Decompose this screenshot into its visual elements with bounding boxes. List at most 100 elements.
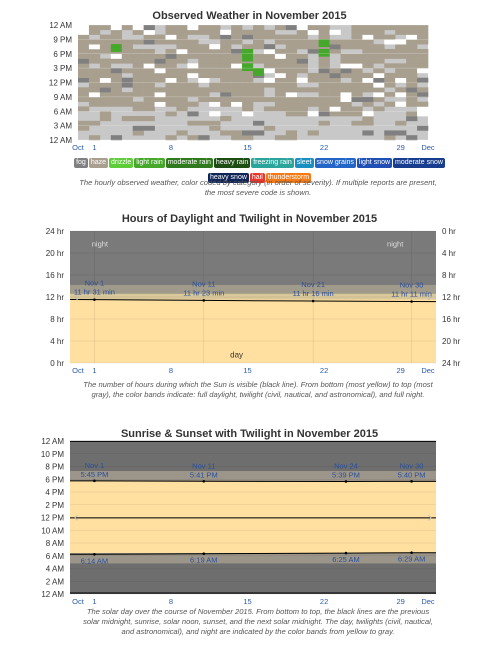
weather-legend: fog haze drizzle light rain moderate rain hea… xyxy=(70,154,450,184)
weather-cell xyxy=(154,87,166,93)
sun-x-tick-label: Oct xyxy=(72,597,85,606)
weather-cell xyxy=(340,92,352,98)
weather-cell xyxy=(154,34,166,40)
weather-cell xyxy=(373,68,385,74)
weather-cell xyxy=(231,87,243,93)
sunrise-line xyxy=(70,552,436,555)
weather-cell xyxy=(285,53,298,59)
weather-cell xyxy=(209,87,221,93)
weather-y-tick-label: 9 AM xyxy=(54,93,73,102)
weather-cell xyxy=(362,25,374,31)
weather-cell xyxy=(176,39,188,45)
weather-cell xyxy=(362,39,374,45)
weather-x-tick-label: Oct xyxy=(72,143,85,152)
weather-y-tick-label: 3 PM xyxy=(53,64,72,73)
weather-cell xyxy=(78,96,90,102)
weather-cell xyxy=(296,53,308,59)
weather-cell xyxy=(329,72,341,79)
weather-cell xyxy=(373,106,385,112)
weather-cell xyxy=(263,106,276,112)
weather-cell xyxy=(395,87,407,93)
weather-cell xyxy=(242,135,254,141)
weather-cell xyxy=(121,82,133,88)
weather-cell xyxy=(187,120,199,126)
weather-cell xyxy=(406,82,418,88)
weather-cell xyxy=(274,96,287,102)
weather-cell xyxy=(132,39,144,45)
weather-cell xyxy=(395,101,407,107)
weather-cell xyxy=(362,116,374,122)
weather-cell xyxy=(209,58,221,64)
sun-y-tick-label: 6 AM xyxy=(46,552,65,561)
daylight-x-tick-label: 15 xyxy=(243,366,251,375)
weather-cell xyxy=(99,92,112,98)
weather-cell xyxy=(274,34,287,40)
weather-cell xyxy=(121,96,133,102)
weather-cell xyxy=(406,68,418,74)
sun-y-tick-label: 8 PM xyxy=(45,463,64,472)
weather-cell xyxy=(296,106,308,112)
weather-cell xyxy=(274,25,287,31)
weather-cell xyxy=(143,25,155,31)
weather-cell xyxy=(318,111,330,117)
weather-cell xyxy=(99,58,112,64)
weather-cell xyxy=(296,111,308,117)
weather-cell xyxy=(209,96,221,102)
weather-cell xyxy=(220,92,232,98)
weather-cell xyxy=(99,44,112,50)
weather-cell xyxy=(99,101,112,107)
weather-cell xyxy=(285,106,298,112)
weather-cell xyxy=(99,25,112,31)
weather-cell xyxy=(143,34,155,40)
weather-cell xyxy=(88,48,101,55)
weather-x-tick-label: 8 xyxy=(169,143,173,152)
weather-cell xyxy=(187,25,199,31)
weather-cell xyxy=(285,135,298,141)
daylight-y-right-tick-label: 0 hr xyxy=(442,227,456,236)
weather-y-tick-label: 12 AM xyxy=(49,136,72,145)
weather-cell xyxy=(417,25,429,31)
weather-cell xyxy=(121,116,133,122)
prev-chevron-icon: ‹ xyxy=(74,288,79,304)
weather-cell xyxy=(143,68,155,74)
weather-cell xyxy=(373,92,385,98)
sunset-annotation-value: 5:40 PM xyxy=(398,470,426,479)
weather-cell xyxy=(231,77,243,83)
weather-cell xyxy=(384,135,396,141)
weather-cell xyxy=(417,77,429,83)
weather-cell xyxy=(417,58,429,64)
weather-cell xyxy=(296,34,308,40)
weather-rain-cell xyxy=(242,53,253,62)
weather-cell xyxy=(395,77,407,83)
weather-cell xyxy=(417,53,429,59)
weather-cell xyxy=(253,25,265,31)
weather-cell xyxy=(296,39,308,45)
weather-cell xyxy=(263,48,276,55)
weather-cell xyxy=(165,68,177,74)
weather-cell xyxy=(165,82,177,88)
daylight-y-tick-label: 24 hr xyxy=(46,227,65,236)
weather-cell xyxy=(362,48,374,55)
weather-cell xyxy=(318,101,330,107)
weather-cell xyxy=(231,48,243,55)
weather-cell xyxy=(220,58,232,64)
weather-x-tick-label: 1 xyxy=(92,143,96,152)
weather-cell xyxy=(253,82,265,88)
weather-cell xyxy=(110,29,123,35)
weather-cell xyxy=(99,48,112,55)
sun-x-tick-label: Dec xyxy=(421,597,435,606)
sun-x-tick-label: 1 xyxy=(92,597,96,606)
weather-cell xyxy=(209,53,221,59)
weather-cell xyxy=(99,63,112,69)
weather-cell xyxy=(395,120,407,126)
daylight-y-tick-label: 4 hr xyxy=(50,337,64,346)
weather-cell xyxy=(307,72,319,79)
weather-legend-item: moderate snow xyxy=(393,158,445,168)
weather-cell xyxy=(121,48,133,55)
weather-cell xyxy=(274,48,287,55)
weather-cell xyxy=(198,92,210,98)
weather-cell xyxy=(154,101,166,107)
weather-cell xyxy=(406,96,418,102)
weather-cell xyxy=(165,77,177,83)
weather-cell xyxy=(417,68,429,74)
